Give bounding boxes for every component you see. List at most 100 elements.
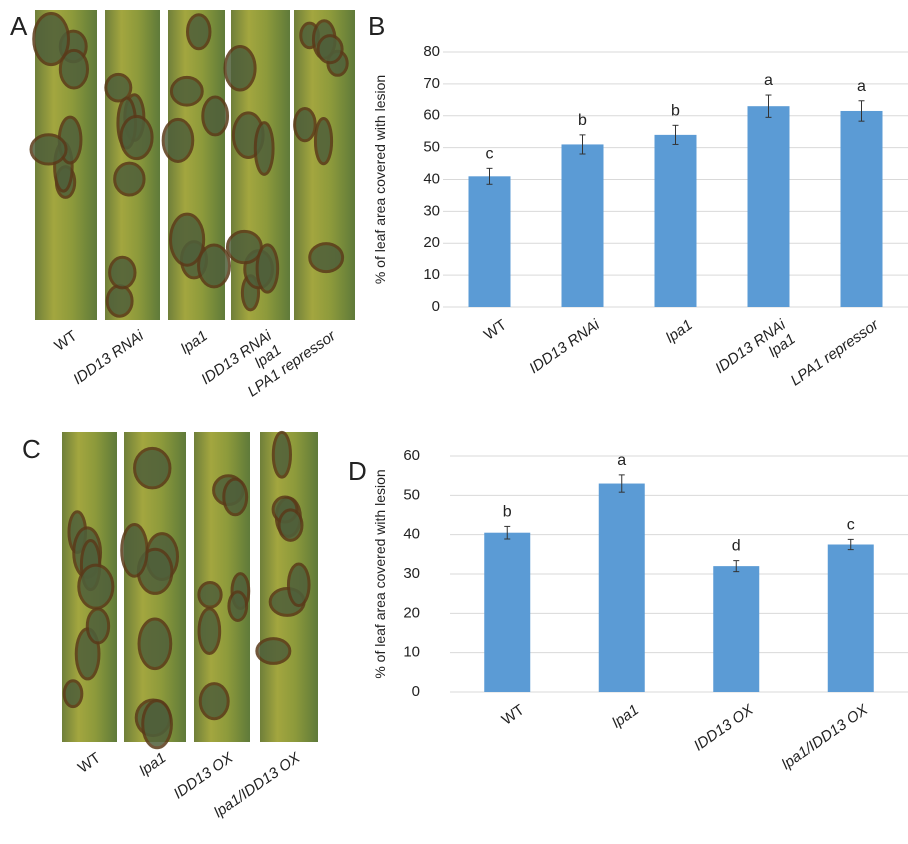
- lesion: [197, 580, 223, 609]
- lesion: [293, 106, 317, 143]
- photo-label: IDD13 RNAi: [70, 327, 147, 388]
- lesion: [286, 562, 311, 608]
- y-tick-label: 80: [423, 43, 440, 60]
- y-tick-label: 20: [423, 234, 440, 251]
- y-axis-label: % of leaf area covered with lesion: [372, 75, 388, 284]
- error-bar: [733, 560, 740, 573]
- y-tick-label: 10: [403, 644, 420, 661]
- significance-letter: a: [764, 72, 773, 89]
- bar: [840, 110, 883, 307]
- lesion: [277, 508, 304, 542]
- lesion: [197, 607, 222, 655]
- lesion: [308, 242, 345, 274]
- photo-label: IDD13 OX: [171, 749, 238, 803]
- bar: [598, 483, 645, 692]
- y-tick-label: 40: [403, 526, 420, 543]
- lesion: [185, 13, 212, 51]
- lesion: [227, 590, 249, 622]
- x-tick-label: LPA1 repressor: [788, 316, 883, 390]
- lesion: [198, 682, 230, 721]
- significance-letter: a: [857, 78, 866, 95]
- x-tick-label: IDD13 OX: [691, 701, 758, 755]
- x-tick-label: WT: [499, 701, 528, 728]
- x-tick-label: lpa1/IDD13 OX: [779, 701, 872, 773]
- y-tick-label: 10: [423, 266, 440, 283]
- panel-label: D: [348, 456, 367, 486]
- significance-letter: b: [578, 112, 587, 129]
- lesion: [85, 607, 111, 645]
- lesion: [161, 117, 195, 163]
- significance-letter: b: [671, 102, 680, 119]
- error-bar: [672, 124, 679, 145]
- photo-label: lpa1: [136, 749, 169, 779]
- bar: [827, 544, 874, 692]
- y-tick-label: 50: [403, 486, 420, 503]
- y-tick-label: 0: [412, 683, 420, 700]
- error-bar: [847, 538, 854, 551]
- y-tick-label: 30: [423, 202, 440, 219]
- error-bar: [504, 525, 511, 540]
- significance-letter: d: [732, 538, 741, 555]
- bar: [561, 144, 604, 307]
- photo-label: lpa1: [178, 327, 211, 357]
- lesion: [225, 229, 263, 265]
- bar: [654, 134, 697, 307]
- panel-label: C: [22, 434, 41, 464]
- lesion: [141, 699, 173, 750]
- photo-label: WT: [51, 327, 80, 354]
- bar: [468, 176, 511, 307]
- lesion: [105, 284, 134, 318]
- significance-letter: b: [503, 503, 512, 520]
- lesion: [316, 34, 344, 65]
- lesion: [253, 121, 275, 176]
- y-tick-label: 70: [423, 75, 440, 92]
- lesion: [120, 522, 149, 578]
- lesion: [313, 117, 334, 166]
- lesion: [113, 161, 146, 197]
- photo-label: IDD13 RNAilpa1: [198, 327, 285, 402]
- significance-letter: c: [847, 516, 855, 533]
- lesion: [222, 477, 249, 517]
- x-tick-label: IDD13 RNAi: [526, 316, 603, 377]
- y-tick-label: 40: [423, 170, 440, 187]
- x-tick-label: WT: [481, 316, 510, 343]
- error-bar: [765, 94, 772, 118]
- x-tick-label: IDD13 RNAilpa1: [712, 316, 799, 391]
- lesion: [255, 243, 280, 294]
- y-axis-label: % of leaf area covered with lesion: [372, 469, 388, 678]
- panel-label: B: [368, 11, 385, 41]
- y-tick-label: 60: [423, 107, 440, 124]
- lesion: [108, 255, 137, 290]
- lesion: [197, 243, 231, 289]
- y-tick-label: 0: [432, 298, 440, 315]
- photo-label: WT: [75, 749, 104, 776]
- lesion: [29, 133, 68, 166]
- bar: [713, 566, 760, 692]
- lesion: [104, 72, 133, 103]
- y-tick-label: 60: [403, 447, 420, 464]
- lesion: [77, 563, 115, 610]
- lesion: [271, 430, 292, 479]
- lesion: [62, 679, 84, 709]
- error-bar: [486, 167, 493, 185]
- error-bar: [618, 474, 625, 493]
- significance-letter: a: [617, 452, 626, 469]
- significance-letter: c: [486, 145, 494, 162]
- lesion: [32, 11, 70, 67]
- y-tick-label: 30: [403, 565, 420, 582]
- error-bar: [579, 134, 586, 155]
- lesion: [119, 114, 154, 161]
- lesion: [169, 75, 204, 107]
- leaf-photos: [29, 10, 355, 750]
- lesion: [255, 637, 292, 665]
- lesion: [133, 446, 172, 490]
- lesion: [223, 44, 257, 92]
- panel-label: A: [10, 11, 28, 41]
- bar: [484, 532, 531, 692]
- lesion: [201, 95, 230, 137]
- x-tick-label: lpa1: [609, 701, 642, 731]
- y-tick-label: 20: [403, 604, 420, 621]
- lesion: [169, 212, 206, 267]
- error-bar: [858, 100, 865, 122]
